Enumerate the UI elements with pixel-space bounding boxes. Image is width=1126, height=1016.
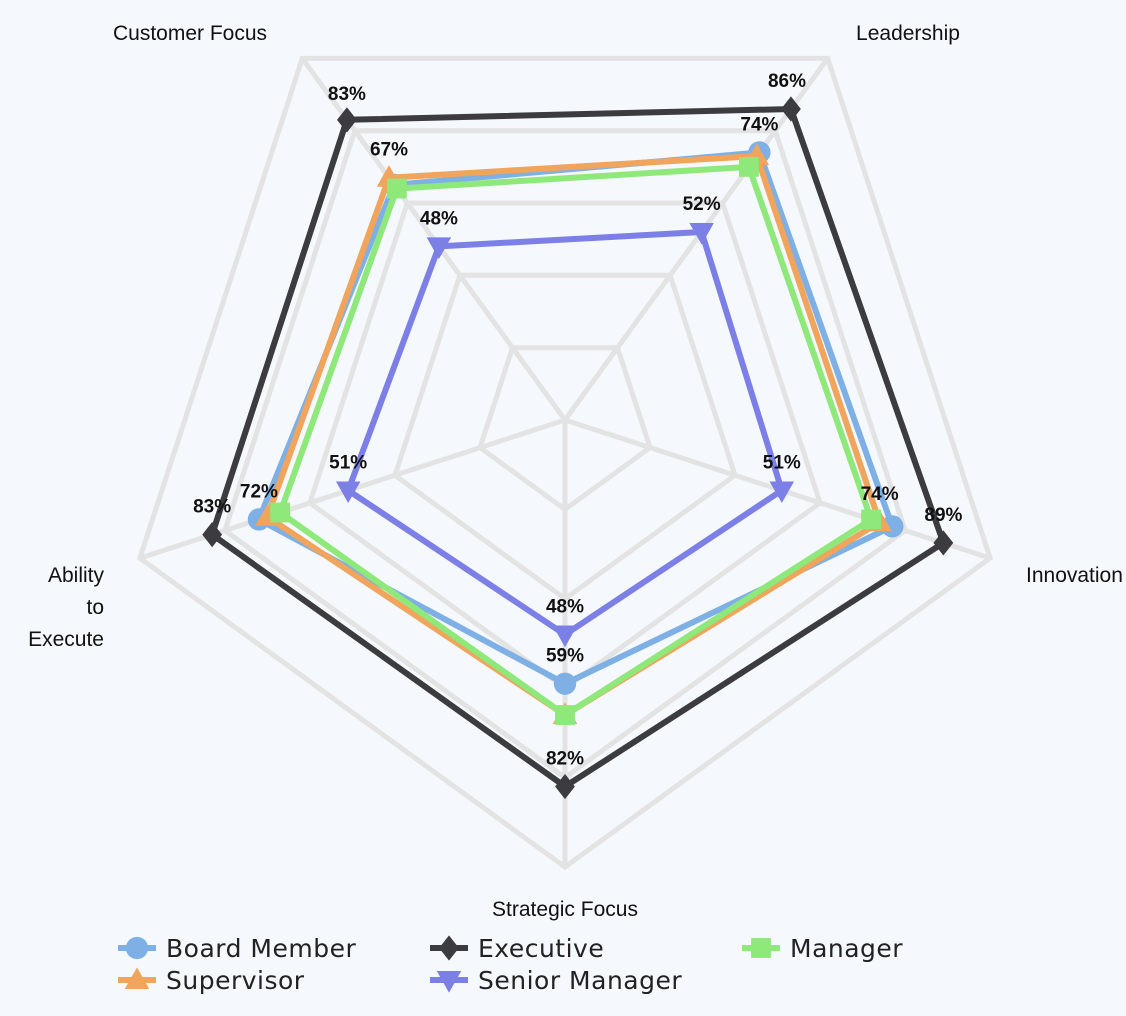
series-manager: [270, 156, 881, 725]
grid-ring-100: [136, 55, 994, 871]
axis-labels: Customer Focus Leadership Innovation Strate…: [28, 22, 1123, 921]
series-line-executive: [208, 105, 948, 791]
point-manager-innovation: [861, 509, 881, 530]
legend: Board Member Executive Manager Supervisor Se…: [118, 934, 903, 995]
data-label-senior-manager-ability-to-execute: 51%: [329, 452, 367, 473]
point-senior-manager-innovation: [769, 481, 795, 504]
point-board-member-strategic-focus: [553, 672, 577, 695]
point-executive-innovation: [933, 530, 954, 556]
legend-label-senior-manager: Senior Manager: [478, 966, 682, 995]
axis-spoke-leadership: [562, 56, 830, 422]
point-executive-customer-focus: [337, 107, 357, 133]
series-executive: [202, 96, 954, 800]
axis-label-innovation: Innovation: [1026, 564, 1123, 587]
data-labels: 74% 59% 72% 83% 86% 89% 82% 83% 67% 74% 48% 52% 51% 4…: [193, 71, 962, 770]
data-label-supervisor-customer-focus: 67%: [370, 140, 408, 161]
data-label-executive-customer-focus: 83%: [328, 84, 366, 105]
data-label-senior-manager-customer-focus: 48%: [420, 208, 458, 229]
radar-series: [202, 96, 954, 800]
point-executive-ability-to-execute: [202, 522, 223, 548]
data-label-senior-manager-leadership: 52%: [683, 194, 721, 215]
series-senior-manager: [335, 222, 795, 648]
grid-ring-60: [306, 200, 824, 692]
grid-ring-80: [221, 128, 909, 781]
data-label-executive-ability-to-execute: 83%: [193, 497, 231, 518]
point-senior-manager-leadership: [689, 222, 714, 245]
legend-marker-board-member: [125, 936, 149, 960]
legend-item-board-member: Board Member: [118, 934, 356, 963]
axis-label-strategic-focus: Strategic Focus: [492, 898, 638, 921]
grid-ring-20: [477, 345, 653, 513]
axis-label-customer-focus: Customer Focus: [113, 22, 267, 45]
point-senior-manager-ability-to-execute: [335, 481, 361, 504]
point-manager-customer-focus: [386, 178, 407, 199]
legend-item-manager: Manager: [742, 934, 903, 963]
legend-label-board-member: Board Member: [166, 934, 356, 963]
series-line-manager: [276, 163, 875, 719]
legend-item-supervisor: Supervisor: [118, 966, 305, 995]
data-label-senior-manager-strategic-focus: 48%: [546, 597, 584, 618]
point-manager-strategic-focus: [555, 705, 575, 725]
point-executive-leadership: [781, 96, 801, 122]
legend-marker-senior-manager: [436, 971, 462, 993]
data-label-board-member-leadership: 74%: [740, 114, 778, 135]
legend-label-supervisor: Supervisor: [166, 966, 305, 995]
legend-item-executive: Executive: [430, 934, 604, 963]
data-label-executive-innovation: 89%: [924, 505, 962, 526]
series-line-senior-manager: [344, 228, 786, 639]
legend-label-executive: Executive: [478, 934, 604, 963]
series-line-supervisor: [263, 152, 884, 719]
legend-marker-executive: [439, 935, 459, 961]
point-manager-leadership: [739, 156, 759, 177]
data-label-executive-strategic-focus: 82%: [546, 749, 584, 770]
legend-marker-supervisor: [124, 967, 150, 989]
data-label-board-member-ability-to-execute: 72%: [240, 482, 278, 503]
axis-label-leadership: Leadership: [856, 22, 960, 45]
point-manager-ability-to-execute: [270, 502, 291, 523]
point-senior-manager-strategic-focus: [552, 625, 578, 648]
legend-label-manager: Manager: [790, 934, 903, 963]
axis-label-ability-to-execute: Ability to Execute: [28, 564, 104, 651]
data-label-senior-manager-innovation: 51%: [763, 452, 801, 473]
data-label-board-member-strategic-focus: 59%: [546, 646, 584, 667]
data-label-executive-leadership: 86%: [768, 71, 806, 92]
point-executive-strategic-focus: [555, 773, 575, 800]
point-senior-manager-customer-focus: [426, 237, 452, 260]
legend-item-senior-manager: Senior Manager: [430, 966, 682, 995]
data-label-supervisor-innovation: 74%: [861, 484, 899, 505]
grid-ring-40: [392, 272, 738, 602]
point-board-member-innovation: [881, 515, 904, 538]
legend-marker-manager: [751, 938, 771, 958]
